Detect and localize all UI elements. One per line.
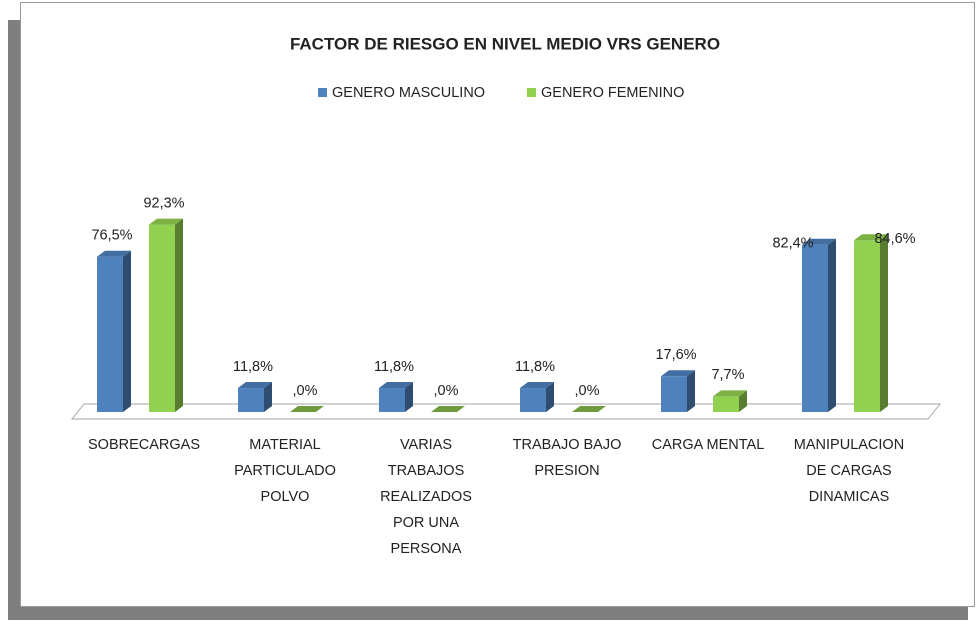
bar — [572, 406, 606, 412]
bar-front — [713, 396, 739, 412]
bar-front — [854, 240, 880, 412]
bar-side — [828, 238, 836, 412]
bar — [379, 382, 413, 412]
x-tick-label: MANIPULACION DE CARGAS DINAMICAS — [793, 437, 905, 505]
bar-side — [405, 382, 413, 412]
legend-swatch — [527, 88, 536, 97]
bar — [238, 382, 272, 412]
bar — [149, 218, 183, 412]
bar-side — [264, 382, 272, 412]
data-label: 11,8% — [233, 359, 273, 375]
bar-side — [546, 382, 554, 412]
bar-side — [123, 250, 131, 412]
bar-front — [661, 376, 687, 412]
bar — [661, 370, 695, 412]
bar — [713, 390, 747, 412]
bar-front — [520, 388, 546, 412]
bar-side — [175, 218, 183, 412]
bar-side — [880, 234, 888, 412]
data-label: 17,6% — [655, 347, 696, 363]
data-label: 7,7% — [711, 367, 744, 383]
bar — [431, 406, 465, 412]
bar — [854, 234, 888, 412]
x-tick-label: VARIAS TRABAJOS REALIZADOS POR UNA PERSO… — [380, 437, 472, 557]
bar-top — [238, 382, 272, 389]
data-label: 84,6% — [874, 231, 915, 247]
data-label: 92,3% — [143, 195, 184, 211]
bar-side — [687, 370, 695, 412]
bar-top — [713, 390, 747, 397]
legend-label: GENERO MASCULINO — [332, 85, 485, 101]
bar-top — [520, 382, 554, 389]
bar-front — [97, 256, 123, 412]
bar — [97, 250, 131, 412]
bar — [290, 406, 324, 412]
data-label: ,0% — [575, 383, 600, 399]
x-tick-label: SOBRECARGAS — [88, 437, 200, 453]
legend-swatch — [318, 88, 327, 97]
legend-label: GENERO FEMENINO — [541, 85, 684, 101]
x-tick-label: TRABAJO BAJO PRESION — [512, 437, 622, 479]
bar-top — [661, 370, 695, 377]
data-label: 11,8% — [515, 359, 555, 375]
data-label: 76,5% — [91, 228, 132, 244]
bar-front — [149, 224, 175, 412]
bar-top — [431, 406, 465, 412]
bar — [520, 382, 554, 412]
bar-top — [379, 382, 413, 389]
bar-front — [379, 388, 405, 412]
bar-top — [572, 406, 606, 412]
bar-side — [739, 390, 747, 412]
data-label: ,0% — [434, 383, 459, 399]
bar-top — [97, 250, 131, 257]
bar-top — [290, 406, 324, 412]
x-tick-label: CARGA MENTAL — [651, 437, 765, 453]
bar-top — [149, 218, 183, 225]
bar-top — [802, 238, 836, 245]
data-label: 82,4% — [772, 236, 813, 252]
bar-front — [802, 244, 828, 412]
chart-title: FACTOR DE RIESGO EN NIVEL MEDIO VRS GENE… — [290, 34, 720, 53]
x-tick-label: MATERIAL PARTICULADO POLVO — [234, 437, 336, 505]
bar-top — [854, 234, 888, 241]
data-label: ,0% — [293, 383, 318, 399]
bar — [802, 238, 836, 412]
data-label: 11,8% — [374, 359, 414, 375]
bar-front — [238, 388, 264, 412]
